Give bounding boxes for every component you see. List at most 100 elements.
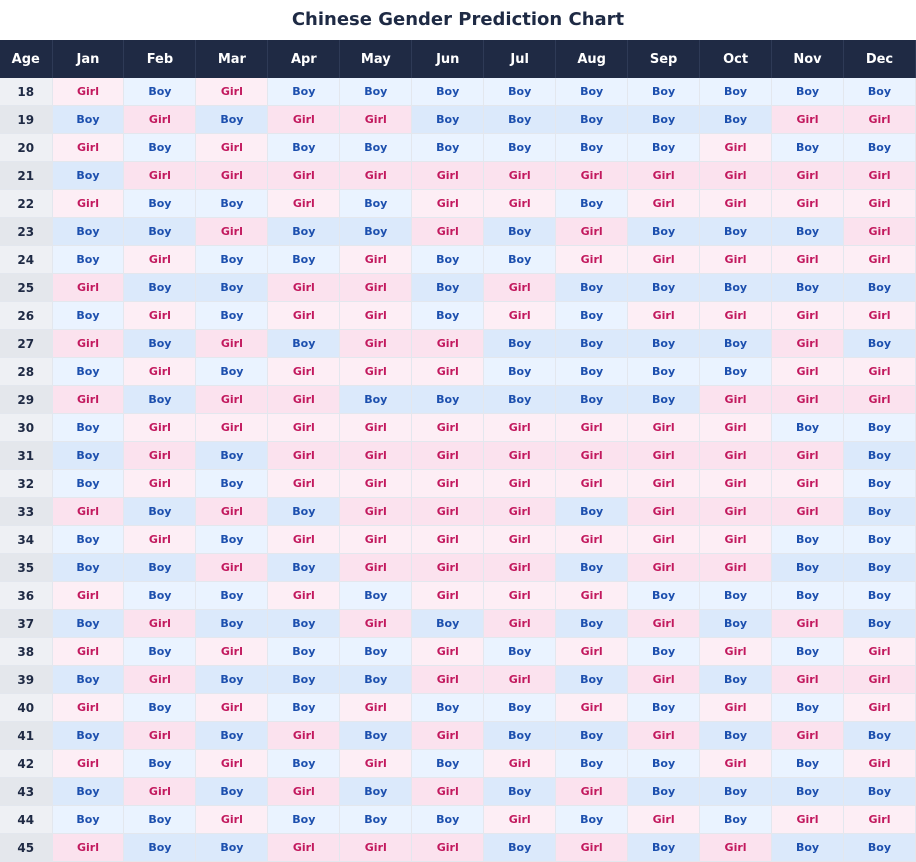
prediction-cell: Girl [627, 805, 701, 834]
prediction-cell: Boy [771, 749, 844, 778]
prediction-cell: Boy [483, 385, 557, 414]
prediction-cell: Boy [267, 749, 341, 778]
prediction-cell: Boy [843, 777, 916, 806]
prediction-cell: Girl [771, 189, 844, 218]
column-header-jun: Jun [411, 40, 485, 78]
prediction-cell: Girl [195, 693, 269, 722]
row-age-label: 40 [0, 693, 53, 722]
prediction-cell: Girl [555, 637, 629, 666]
prediction-cell: Girl [195, 637, 269, 666]
row-age-label: 32 [0, 469, 53, 498]
table-row: 20 Girl Boy Girl Boy Boy Boy Boy Boy Boy Girl Boy Bo… [0, 133, 916, 162]
prediction-cell: Boy [195, 581, 269, 610]
prediction-cell: Boy [195, 357, 269, 386]
prediction-cell: Boy [771, 525, 844, 554]
prediction-cell: Girl [267, 189, 341, 218]
row-age-label: 38 [0, 637, 53, 666]
prediction-cell: Boy [555, 497, 629, 526]
row-age-label: 28 [0, 357, 53, 386]
prediction-cell: Girl [123, 721, 197, 750]
prediction-cell: Girl [483, 273, 557, 302]
prediction-cell: Girl [771, 161, 844, 190]
prediction-cell: Boy [123, 805, 197, 834]
prediction-cell: Boy [843, 833, 916, 862]
prediction-cell: Boy [195, 105, 269, 134]
prediction-cell: Boy [627, 637, 701, 666]
prediction-cell: Girl [699, 553, 773, 582]
prediction-cell: Boy [52, 777, 125, 806]
prediction-cell: Girl [267, 357, 341, 386]
prediction-cell: Girl [627, 161, 701, 190]
prediction-cell: Boy [483, 133, 557, 162]
prediction-cell: Girl [123, 245, 197, 274]
prediction-cell: Boy [411, 273, 485, 302]
prediction-cell: Boy [339, 637, 413, 666]
row-age-label: 33 [0, 497, 53, 526]
prediction-cell: Girl [483, 805, 557, 834]
column-header-jul: Jul [483, 40, 557, 78]
prediction-cell: Boy [267, 805, 341, 834]
prediction-cell: Boy [843, 413, 916, 442]
prediction-cell: Girl [555, 693, 629, 722]
prediction-cell: Girl [267, 105, 341, 134]
prediction-cell: Girl [843, 749, 916, 778]
table-row: 28 Boy Girl Boy Girl Girl Girl Boy Boy Boy Boy Girl… [0, 357, 916, 386]
prediction-cell: Girl [699, 693, 773, 722]
prediction-cell: Boy [195, 245, 269, 274]
prediction-cell: Boy [267, 245, 341, 274]
prediction-cell: Boy [195, 833, 269, 862]
prediction-cell: Girl [771, 105, 844, 134]
prediction-cell: Boy [52, 413, 125, 442]
table-row: 24 Boy Girl Boy Boy Girl Boy Boy Girl Girl Girl Gir… [0, 245, 916, 274]
prediction-cell: Girl [123, 665, 197, 694]
prediction-cell: Boy [195, 777, 269, 806]
prediction-cell: Girl [267, 469, 341, 498]
prediction-cell: Boy [411, 78, 485, 106]
prediction-cell: Boy [555, 385, 629, 414]
prediction-cell: Boy [52, 525, 125, 554]
prediction-cell: Boy [483, 721, 557, 750]
prediction-cell: Girl [339, 161, 413, 190]
row-age-label: 37 [0, 609, 53, 638]
prediction-cell: Boy [483, 105, 557, 134]
table-row: 37 Boy Girl Boy Boy Girl Boy Girl Boy Girl Boy Girl… [0, 609, 916, 638]
prediction-cell: Girl [483, 553, 557, 582]
prediction-cell: Girl [195, 749, 269, 778]
row-age-label: 19 [0, 105, 53, 134]
prediction-cell: Boy [52, 469, 125, 498]
prediction-cell: Boy [843, 441, 916, 470]
prediction-cell: Girl [771, 329, 844, 358]
table-row: 40 Girl Boy Girl Boy Girl Boy Boy Girl Boy Girl Boy… [0, 693, 916, 722]
prediction-cell: Girl [123, 357, 197, 386]
prediction-cell: Girl [411, 637, 485, 666]
table-row: 34 Boy Girl Boy Girl Girl Girl Girl Girl Girl Girl… [0, 525, 916, 554]
prediction-cell: Girl [411, 525, 485, 554]
prediction-cell: Girl [843, 217, 916, 246]
prediction-cell: Boy [555, 553, 629, 582]
prediction-cell: Boy [555, 665, 629, 694]
prediction-cell: Girl [267, 301, 341, 330]
column-header-mar: Mar [195, 40, 269, 78]
row-age-label: 42 [0, 749, 53, 778]
prediction-cell: Boy [267, 78, 341, 106]
prediction-cell: Girl [483, 581, 557, 610]
prediction-cell: Girl [339, 693, 413, 722]
prediction-cell: Girl [843, 301, 916, 330]
prediction-cell: Girl [627, 441, 701, 470]
prediction-cell: Girl [52, 693, 125, 722]
prediction-cell: Girl [123, 441, 197, 470]
prediction-cell: Boy [843, 497, 916, 526]
prediction-cell: Boy [843, 553, 916, 582]
prediction-cell: Girl [555, 469, 629, 498]
prediction-cell: Girl [339, 413, 413, 442]
prediction-cell: Boy [411, 805, 485, 834]
prediction-cell: Girl [195, 78, 269, 106]
prediction-cell: Girl [339, 357, 413, 386]
prediction-cell: Girl [195, 413, 269, 442]
prediction-cell: Girl [52, 637, 125, 666]
prediction-cell: Boy [843, 525, 916, 554]
prediction-cell: Girl [555, 441, 629, 470]
prediction-cell: Boy [195, 441, 269, 470]
prediction-cell: Girl [627, 301, 701, 330]
prediction-cell: Boy [699, 273, 773, 302]
